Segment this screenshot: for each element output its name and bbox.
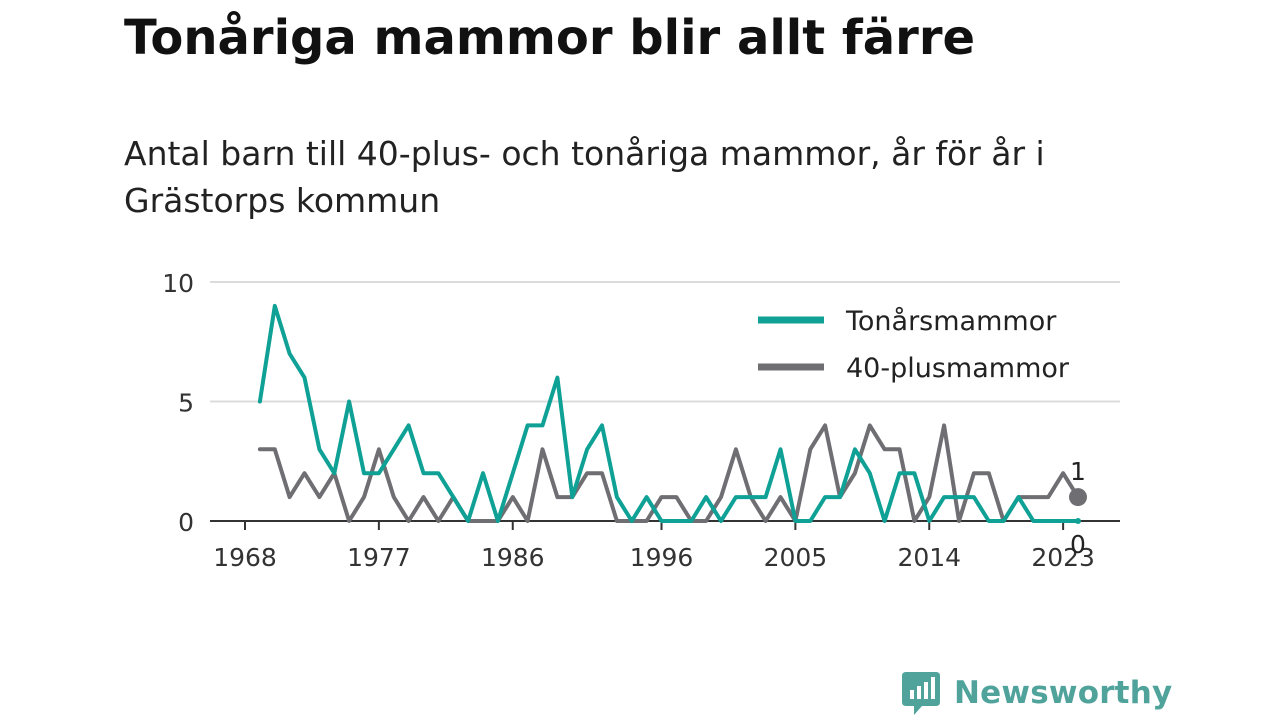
- end-marker-tonarsmammor: [1075, 518, 1081, 524]
- x-tick-label: 2014: [897, 543, 961, 572]
- x-tick-label: 1996: [630, 543, 694, 572]
- chart-title: Tonåriga mammor blir allt färre: [124, 10, 976, 66]
- end-label-40-plusmammor: 1: [1070, 457, 1086, 486]
- legend-label-40-plusmammor: 40-plusmammor: [846, 353, 1070, 384]
- y-tick-label: 0: [178, 508, 194, 537]
- newsworthy-logo-icon: [902, 672, 940, 715]
- y-tick-label: 5: [178, 389, 194, 418]
- legend-label-Tonårsmammor: Tonårsmammor: [845, 306, 1057, 337]
- end-label-tonarsmammor: 0: [1070, 530, 1086, 559]
- series-line-Tonårsmammor: [257, 303, 1080, 523]
- x-tick-label: 1986: [481, 543, 545, 572]
- x-tick-label: 2023: [1031, 543, 1095, 572]
- x-tick-label: 1977: [347, 543, 411, 572]
- end-marker-40-plusmammor: [1069, 488, 1087, 507]
- chart-subtitle: Antal barn till 40-plus- och tonåriga ma…: [124, 134, 1045, 220]
- brand-name: Newsworthy: [954, 675, 1173, 711]
- x-tick-label: 1968: [213, 543, 277, 572]
- x-tick-label: 2005: [764, 543, 828, 572]
- y-tick-label: 10: [162, 269, 194, 298]
- newsworthy-logo: Newsworthy: [900, 668, 1172, 718]
- series-line-40-plusmammor: [257, 423, 1080, 523]
